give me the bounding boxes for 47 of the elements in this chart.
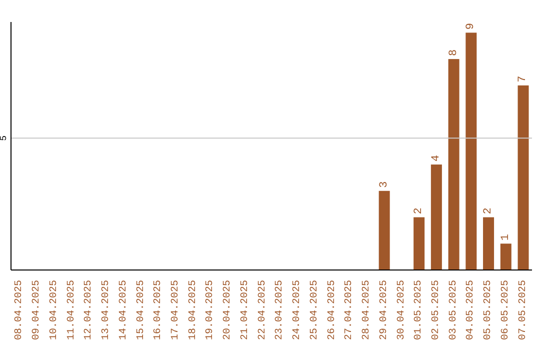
x-tick-label: 27.04.2025 bbox=[344, 280, 356, 340]
bar bbox=[466, 32, 477, 270]
data-label: 2 bbox=[413, 208, 426, 214]
bar bbox=[483, 217, 494, 270]
x-tick-label: 04.05.2025 bbox=[466, 280, 477, 340]
x-tick-label: 24.04.2025 bbox=[292, 280, 304, 340]
data-label: 2 bbox=[482, 208, 495, 214]
bar bbox=[448, 59, 460, 270]
x-tick-label: 16.04.2025 bbox=[153, 280, 164, 340]
x-tick-label: 20.04.2025 bbox=[222, 280, 234, 340]
x-tick-label: 18.04.2025 bbox=[188, 280, 199, 340]
x-tick-label: 12.04.2025 bbox=[84, 280, 95, 340]
bar bbox=[378, 190, 390, 270]
x-tick-label: 08.04.2025 bbox=[14, 280, 26, 340]
x-tick-label: 17.04.2025 bbox=[170, 280, 182, 340]
x-tick-label: 19.04.2025 bbox=[205, 280, 216, 340]
x-tick-label: 09.04.2025 bbox=[32, 280, 43, 340]
ref-line-label: 5 bbox=[0, 135, 9, 141]
x-tick-label: 02.05.2025 bbox=[430, 280, 442, 340]
x-tick-label: 03.05.2025 bbox=[448, 280, 460, 340]
data-label: 9 bbox=[465, 23, 478, 30]
x-tick-label: 11.04.2025 bbox=[66, 280, 78, 340]
x-tick-label: 15.04.2025 bbox=[136, 280, 147, 340]
x-tick-label: 14.04.2025 bbox=[118, 280, 130, 340]
bar bbox=[430, 164, 442, 270]
data-label: 4 bbox=[430, 154, 442, 162]
x-tick-label: 07.05.2025 bbox=[518, 280, 529, 340]
data-label: 1 bbox=[500, 234, 512, 241]
bar bbox=[500, 244, 512, 270]
x-tick-label: 22.04.2025 bbox=[257, 280, 268, 340]
x-tick-label: 13.04.2025 bbox=[101, 280, 112, 340]
x-tick-label: 26.04.2025 bbox=[326, 280, 338, 340]
x-tick-label: 29.04.2025 bbox=[378, 280, 390, 340]
x-tick-label: 28.04.2025 bbox=[362, 280, 373, 340]
x-tick-label: 30.04.2025 bbox=[396, 280, 408, 340]
x-tick-label: 23.04.2025 bbox=[274, 280, 286, 340]
bar bbox=[518, 85, 529, 270]
data-label: 3 bbox=[378, 181, 390, 188]
x-tick-label: 25.04.2025 bbox=[309, 280, 320, 340]
x-tick-label: 06.05.2025 bbox=[500, 280, 512, 340]
data-label: 7 bbox=[517, 76, 530, 82]
bar bbox=[414, 217, 425, 270]
x-tick-label: 05.05.2025 bbox=[483, 280, 494, 340]
x-tick-label: 01.05.2025 bbox=[414, 280, 425, 340]
x-tick-label: 10.04.2025 bbox=[48, 280, 60, 340]
x-tick-label: 21.04.2025 bbox=[240, 280, 251, 340]
data-label: 8 bbox=[448, 49, 460, 56]
